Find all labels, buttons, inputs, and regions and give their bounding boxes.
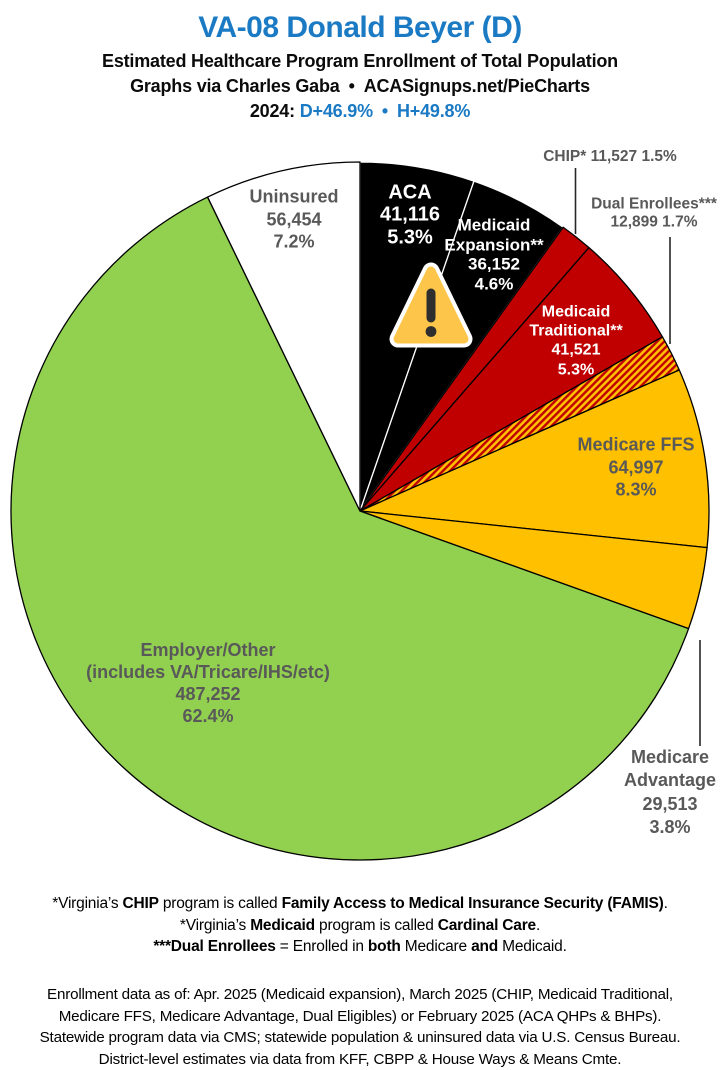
subtitle: Estimated Healthcare Program Enrollment … [102,51,618,71]
lean-h-value: H+49.8% [396,101,471,121]
slice-label-employer-other: Employer/Other (includes VA/Tricare/IHS/… [86,639,330,727]
pie-slices [10,161,710,861]
slice-label-medicare-ffs: Medicare FFS 64,997 8.3% [577,434,695,500]
slice-label-medicaid-expansion: Medicaid Expansion** 36,152 4.6% [444,215,544,294]
credit-line: Graphs via Charles Gaba • ACASignups.net/P… [0,76,720,97]
source-line: Enrollment data as of: Apr. 2025 (Medica… [47,986,673,1003]
slice-label-aca: ACA 41,116 5.3% [379,181,441,249]
warning-icon [389,262,473,348]
page-title: VA-08 Donald Beyer (D) [198,11,522,44]
footnote-medicaid: *Virginia’s Medicaid program is called C… [179,916,541,934]
footnote-dual: ***Dual Enrollees = Enrolled in both Med… [153,938,567,955]
credit-left: Graphs via Charles Gaba [130,76,340,96]
partisan-lean-line: 2024: D+46.9% • H+49.8% [0,101,720,122]
slice-medicare_ffs [359,369,710,549]
slice-label-medicaid-traditional: Medicaid Traditional** 41,521 5.3% [529,303,623,379]
source-line: District-level estimates via data from K… [98,1050,622,1068]
footnote-chip: *Virginia’s CHIP program is called Famil… [52,895,668,912]
warning-exclamation-dot [425,326,437,337]
source-note: Enrollment data as of: Apr. 2025 (Medica… [0,984,720,1070]
slice-uninsured [206,161,361,512]
lean-d-value: D+46.9% [299,101,373,121]
year-label: 2024: [249,101,295,121]
footnotes: *Virginia’s CHIP program is called Famil… [0,893,720,958]
source-line: Statewide program data via CMS; statewid… [39,1029,681,1046]
slice-label-chip: CHIP* 11,527 1.5% [543,148,677,166]
slice-label-dual-enrollees: Dual Enrollees*** 12,899 1.7% [591,195,717,231]
credit-right: ACASignups.net/PieCharts [363,76,590,96]
slice-label-uninsured: Uninsured 56,454 7.2% [249,186,339,252]
bullet-icon: • [381,101,388,121]
slice-label-medicare-advantage: Medicare Advantage 29,513 3.8% [623,747,717,838]
slice-employer_other [10,196,690,861]
bullet-icon: • [348,76,355,96]
source-line: Medicare FFS, Medicare Advantage, Dual E… [58,1007,662,1025]
